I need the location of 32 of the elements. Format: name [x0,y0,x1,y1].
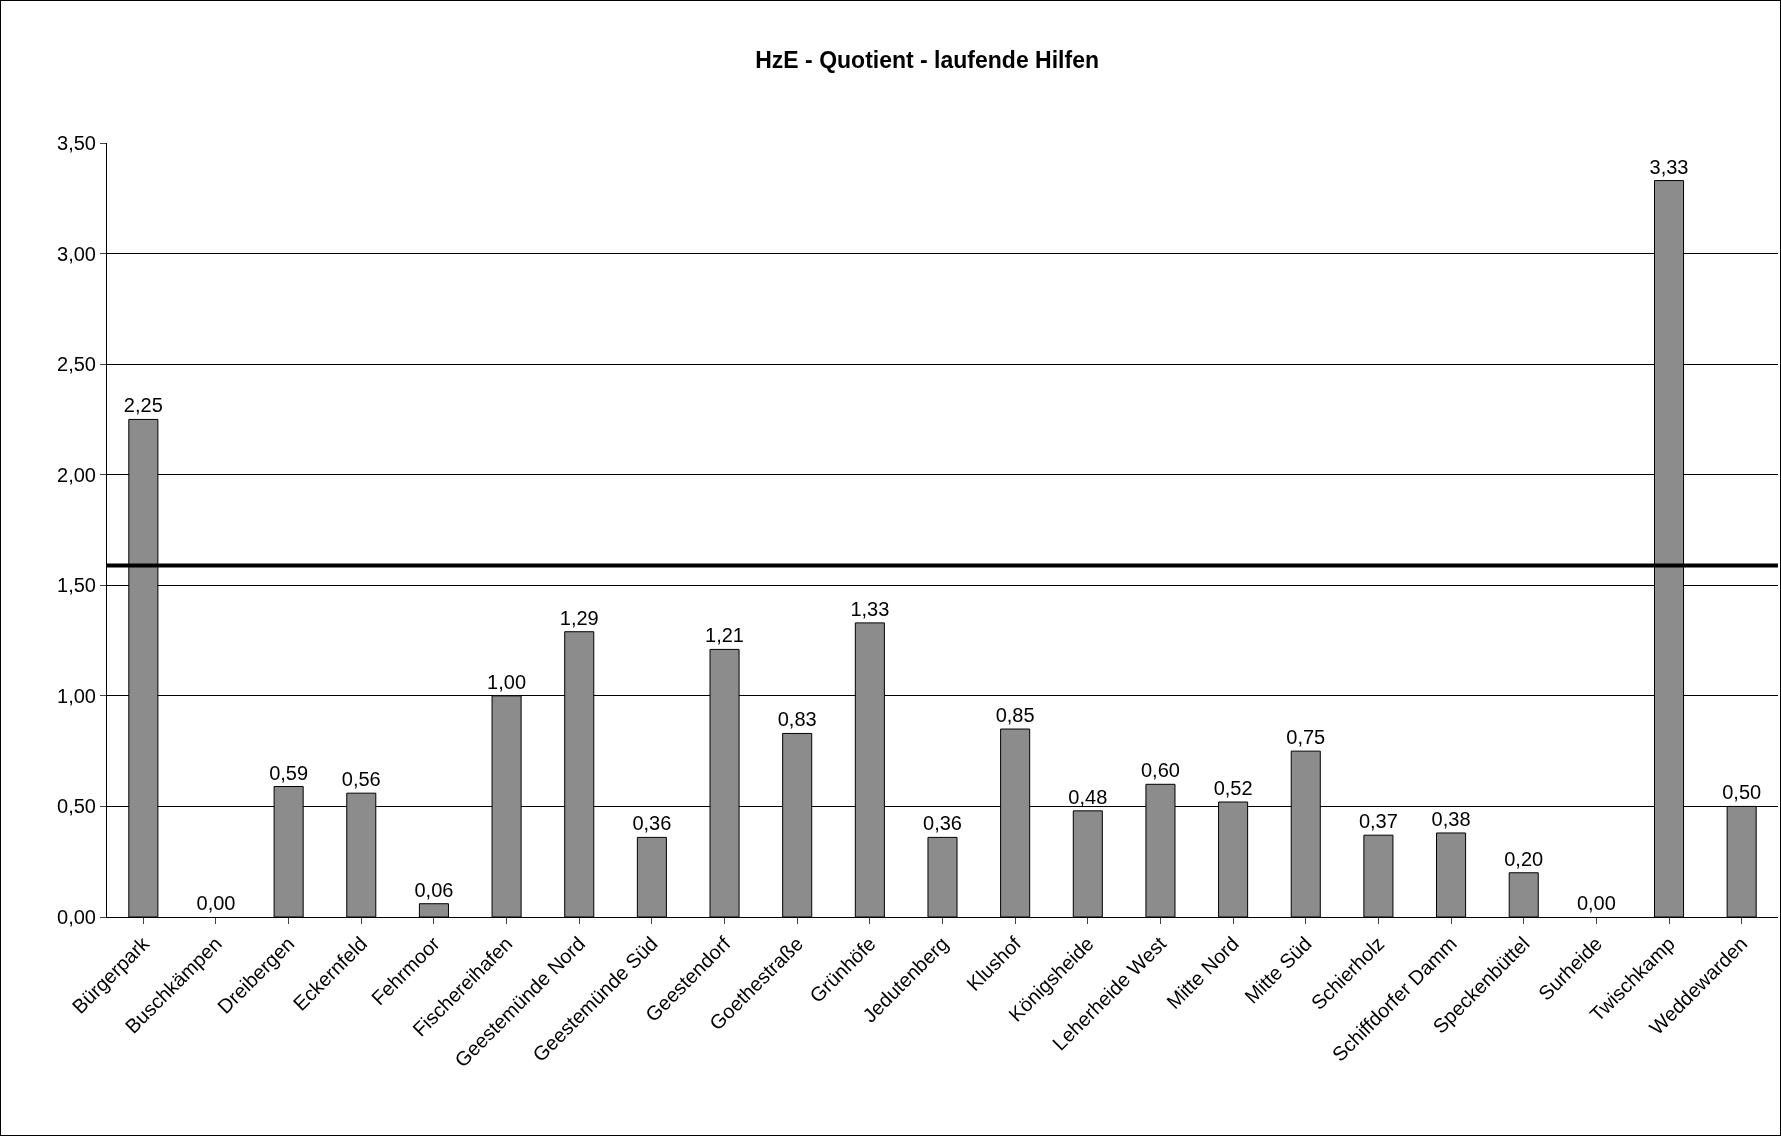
data-label: 0,36 [632,812,672,835]
y-tick-label: 0,00 [57,906,96,928]
data-label: 0,60 [1140,759,1180,782]
data-label: 0,00 [196,892,236,914]
data-label: 0,36 [923,812,962,835]
data-label: 0,38 [1431,807,1471,830]
y-tick-label: 1,00 [57,684,96,707]
y-tick-label: 0,50 [57,795,96,818]
data-label: 0,85 [995,704,1035,727]
data-label: 0,59 [269,761,309,784]
data-label: 0,20 [1504,847,1544,870]
data-label: 0,37 [1358,810,1398,833]
data-label: 1,21 [705,624,745,647]
data-label: 0,52 [1213,777,1253,800]
y-tick-label: 3,00 [57,242,96,265]
data-label: 0,56 [341,768,381,791]
data-label: 1,29 [559,606,599,629]
y-tick-label: 3,50 [57,132,96,154]
chart-title: HzE - Quotient - laufende Hilfen [755,47,1099,74]
y-tick-label: 1,50 [57,574,96,597]
data-label: 0,50 [1722,781,1762,804]
data-label: 1,33 [850,597,890,620]
data-label: 2,25 [123,394,163,417]
data-label: 3,33 [1649,155,1689,178]
y-tick-label: 2,00 [57,463,96,486]
data-label: 0,00 [1576,892,1616,914]
data-label: 0,06 [414,878,454,901]
data-label: 1,00 [487,670,527,693]
y-tick-label: 2,50 [57,353,96,376]
data-label: 0,48 [1068,785,1108,808]
data-label: 0,83 [777,708,817,731]
data-label: 0,75 [1286,726,1326,749]
